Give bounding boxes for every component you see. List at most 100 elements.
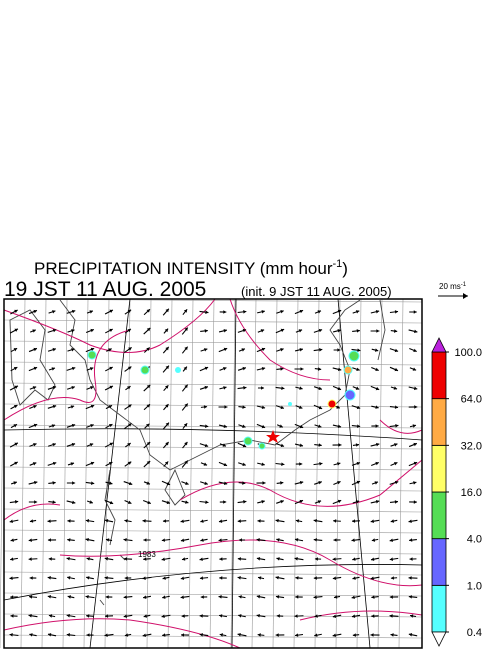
wind-arrow-head	[204, 481, 208, 486]
wind-arrow-head	[313, 595, 317, 599]
vector-scale-arrow	[438, 293, 468, 299]
wind-arrow-head	[275, 518, 279, 523]
wind-arrow-head	[124, 519, 128, 523]
wind-arrow-head	[33, 443, 37, 447]
wind-arrow-head	[260, 329, 265, 333]
wind-arrow-head	[185, 481, 189, 485]
location-marker	[266, 430, 280, 443]
wind-arrow-head	[71, 348, 75, 352]
wind-arrow-head	[295, 633, 299, 637]
wind-arrow-head	[90, 347, 95, 352]
wind-arrow-head	[317, 310, 321, 314]
wind-arrow-head	[10, 557, 14, 561]
wind-arrow-head	[389, 557, 393, 561]
wind-arrow-head	[393, 386, 398, 390]
wind-arrow-head	[28, 557, 32, 561]
wind-arrow-head	[9, 633, 13, 637]
wind-arrow-head	[71, 385, 75, 390]
wind-arrow-head	[66, 633, 70, 637]
wind-arrow-head	[109, 500, 114, 505]
colorbar-label: 1.0	[467, 580, 482, 592]
wind-arrow-head	[300, 367, 304, 371]
grid-line	[20, 298, 26, 649]
wind-arrow-head	[376, 329, 380, 333]
grid-line	[188, 298, 194, 649]
title-end: )	[342, 259, 348, 278]
colorbar-label: 4.0	[467, 534, 482, 546]
wind-arrow-head	[165, 346, 169, 351]
wind-arrow-head	[70, 405, 75, 409]
wind-arrow-head	[243, 386, 247, 390]
wind-arrow-head	[299, 424, 304, 429]
wind-arrow-head	[295, 519, 300, 523]
wind-arrow-head	[183, 366, 187, 371]
wind-arrow-head	[127, 309, 132, 313]
wind-arrow-head	[67, 519, 71, 523]
grid-line	[377, 298, 383, 649]
wind-arrow-head	[47, 519, 51, 523]
wind-arrow-head	[314, 614, 318, 618]
wind-arrow-head	[162, 519, 167, 523]
wind-vectors	[9, 308, 418, 638]
wind-arrow-head	[299, 348, 303, 352]
wind-arrow-head	[205, 310, 209, 314]
wind-arrow-head	[184, 384, 188, 389]
wind-arrow-head	[219, 614, 223, 618]
wind-arrow-head	[223, 424, 227, 429]
wind-arrow-head	[13, 424, 18, 428]
wind-arrow-head	[146, 347, 150, 351]
wind-arrow-head	[199, 576, 204, 580]
wind-arrow-head	[242, 443, 247, 448]
wind-arrow-head	[200, 595, 204, 599]
wind-arrow-head	[52, 404, 57, 409]
wind-arrow-head	[337, 367, 342, 372]
wind-arrow-head	[162, 595, 166, 599]
wind-arrow-head	[280, 499, 284, 504]
wind-arrow-head	[128, 481, 133, 486]
wind-arrow-head	[200, 519, 204, 523]
wind-arrow-head	[181, 614, 185, 618]
wind-arrow-head	[127, 500, 132, 504]
wind-arrow-head	[222, 367, 227, 371]
wind-arrow-head	[14, 500, 19, 504]
wind-arrow-head	[356, 405, 361, 410]
wind-arrow-head	[414, 329, 418, 334]
wind-arrow-head	[276, 614, 280, 618]
map: 1983	[0, 298, 423, 649]
wind-arrow-head	[71, 442, 76, 447]
wind-arrow-head	[89, 443, 94, 447]
wind-arrow-head	[146, 461, 151, 465]
colorbar-segment	[431, 491, 447, 540]
wind-arrow-head	[183, 309, 188, 313]
wind-arrow-head	[256, 613, 260, 618]
grid-line	[3, 529, 423, 534]
wind-arrow-head	[223, 500, 227, 504]
wind-arrow-head	[394, 367, 398, 372]
wind-arrow-head	[67, 576, 71, 580]
wind-arrow-head	[370, 633, 374, 637]
wind-arrow-head	[104, 576, 108, 580]
wind-arrow-head	[281, 386, 285, 390]
wind-arrow-head	[299, 443, 303, 448]
wind-arrow-head	[332, 614, 337, 619]
wind-arrow-head	[237, 557, 241, 561]
wind-arrow-head	[181, 633, 185, 637]
wind-arrow-head	[14, 461, 18, 466]
wind-arrow-head	[242, 424, 246, 428]
wind-arrow-head	[393, 462, 398, 466]
wind-arrow-head	[104, 633, 108, 637]
wind-arrow-head	[109, 366, 113, 371]
wind-arrow-head	[280, 328, 285, 333]
title-main: PRECIPITATION INTENSITY (mm hour	[34, 259, 333, 278]
wind-arrow-head	[108, 348, 112, 352]
wind-arrow-head	[375, 442, 380, 447]
wind-arrow-head	[10, 595, 14, 599]
wind-arrow-head	[108, 405, 113, 409]
wind-arrow-head	[280, 443, 285, 448]
wind-arrow-head	[337, 309, 342, 314]
wind-arrow-head	[261, 462, 265, 466]
wind-arrow-head	[299, 462, 303, 466]
wind-arrow-head	[105, 595, 109, 599]
wind-arrow-head	[51, 367, 55, 371]
wind-arrow-head	[203, 462, 208, 466]
